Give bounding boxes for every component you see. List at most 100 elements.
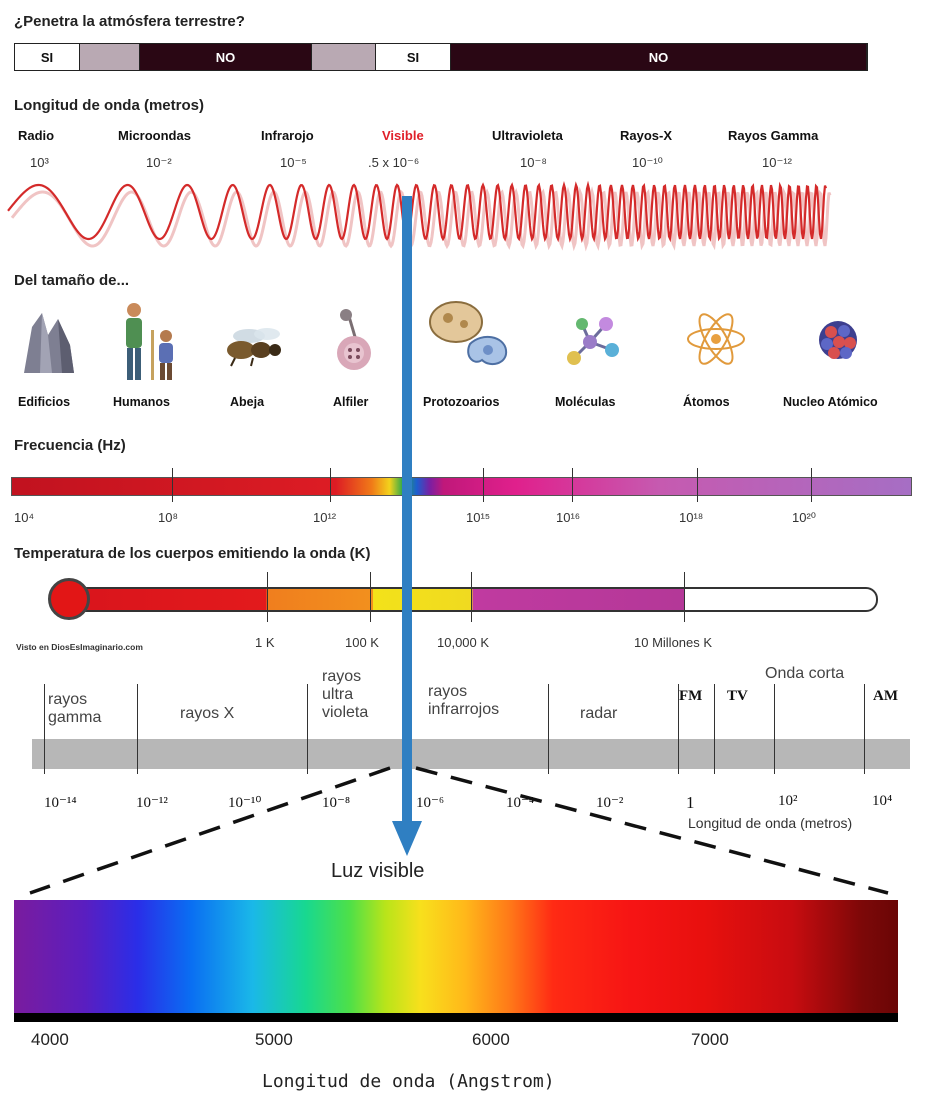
- visible-tick-label: 6000: [472, 1030, 510, 1049]
- temperature-tick-mark: [267, 572, 268, 622]
- region-gamma: rayos gamma: [48, 691, 102, 726]
- region-radar: radar: [580, 705, 618, 722]
- size-label-buildings: Edificios: [18, 395, 71, 409]
- size-label-humans: Humanos: [113, 395, 170, 409]
- scale-divider: [548, 684, 549, 774]
- size-label-bee: Abeja: [230, 395, 265, 409]
- temperature-tick-mark: [370, 572, 371, 622]
- frequency-tick-label: 10¹⁵: [466, 510, 491, 525]
- atmosphere-segment: NO: [140, 44, 312, 70]
- atmosphere-segment-label: NO: [215, 49, 236, 65]
- temperature-tick-mark: [684, 572, 685, 622]
- thermometer-tube: [56, 587, 878, 612]
- pin-icon: [337, 309, 371, 370]
- atmosphere-segment: [312, 44, 376, 70]
- band-value-gamma: 10⁻¹²: [762, 155, 792, 170]
- band-value-visible: .5 x 10⁻⁶: [368, 155, 420, 170]
- frequency-tick-label: 10²⁰: [792, 510, 817, 525]
- scale-tick-label: 1: [686, 793, 695, 812]
- scale-divider: [774, 684, 775, 774]
- scale-tick-label: 10⁻⁶: [416, 795, 445, 811]
- band-name-xrays: Rayos-X: [620, 128, 673, 143]
- nucleus-icon: [819, 321, 857, 359]
- band-name-radio: Radio: [18, 128, 55, 143]
- scale-divider: [44, 684, 45, 774]
- scale-divider: [714, 684, 715, 774]
- region-tv: TV: [727, 688, 748, 704]
- atmosphere-segment: NO: [451, 44, 867, 70]
- temperature-tick-label: 10,000 K: [437, 635, 490, 650]
- atmosphere-bar: SI NO SI NO: [14, 43, 868, 71]
- molecule-icon: [567, 317, 619, 365]
- wave-line: [7, 180, 828, 244]
- size-label-nucleus: Nucleo Atómico: [783, 395, 878, 409]
- size-label-pin: Alfiler: [333, 395, 369, 409]
- frequency-tick-label: 10¹²: [313, 510, 337, 525]
- scale-tick-label: 10²: [778, 793, 798, 809]
- band-value-microwave: 10⁻²: [146, 155, 172, 170]
- frequency-tick-label: 10⁴: [14, 510, 35, 525]
- scale-band: [32, 739, 910, 769]
- frequency-tick-label: 10⁸: [158, 510, 178, 525]
- frequency-tick-mark: [330, 468, 331, 502]
- region-infrared: rayos infrarrojos: [428, 683, 500, 718]
- frequency-tick-mark: [572, 468, 573, 502]
- frequency-tick-mark: [172, 468, 173, 502]
- region-ultraviolet: rayos ultra violeta: [322, 668, 369, 721]
- atom-icon: [687, 313, 745, 365]
- protozoa-icon: [429, 301, 508, 366]
- frequency-tick-mark: [811, 468, 812, 502]
- temperature-tick-label: 100 K: [345, 635, 379, 650]
- atmosphere-segment: SI: [15, 44, 80, 70]
- band-name-infrared: Infrarojo: [261, 128, 314, 143]
- sizes-title: Del tamaño de...: [14, 272, 130, 289]
- scale-divider: [864, 684, 865, 774]
- scale-divider: [307, 684, 308, 774]
- scale-tick-label: 10⁻¹⁴: [44, 795, 77, 811]
- frequency-bar: [11, 477, 912, 496]
- scale-tick-label: 10⁻²: [596, 795, 624, 811]
- scale-tick-label: 10⁻¹²: [136, 795, 168, 811]
- region-shortwave: Onda corta: [765, 665, 845, 682]
- region-fm: FM: [679, 688, 703, 704]
- wave-shadow: [10, 186, 832, 252]
- size-label-atoms: Átomos: [683, 395, 730, 409]
- source-credit: Visto en DiosEsImaginario.com: [16, 642, 143, 652]
- band-name-gamma: Rayos Gamma: [728, 128, 819, 143]
- atmosphere-segment-label: SI: [406, 49, 420, 65]
- region-am: AM: [873, 688, 898, 704]
- scale-tick-label: 10⁻⁸: [322, 795, 351, 811]
- thermometer-bulb: [48, 578, 90, 620]
- visible-tick-label: 5000: [255, 1030, 293, 1049]
- visible-axis-label: Longitud de onda (Angstrom): [262, 1071, 555, 1092]
- visible-tick-label: 4000: [31, 1030, 69, 1049]
- band-name-microwave: Microondas: [118, 128, 191, 143]
- scale-tick-label: 10⁻¹⁰: [228, 795, 262, 811]
- bee-icon: [227, 328, 281, 367]
- buildings-icon: [24, 313, 74, 373]
- temperature-tick-label: 1 K: [255, 635, 275, 650]
- band-value-radio: 10³: [30, 155, 49, 170]
- band-name-visible: Visible: [382, 128, 424, 143]
- humans-icon: [126, 303, 173, 380]
- temperature-tick-label: 10 Millones K: [634, 635, 713, 650]
- visible-title: Luz visible: [331, 860, 425, 882]
- atmosphere-segment-label: SI: [40, 49, 54, 65]
- wave-illustration: [7, 180, 832, 252]
- zoom-line-right: [415, 766, 889, 895]
- wavelength-title: Longitud de onda (metros): [14, 97, 204, 114]
- band-value-ultraviolet: 10⁻⁸: [520, 155, 547, 170]
- frequency-tick-mark: [483, 468, 484, 502]
- region-xrays: rayos X: [180, 705, 235, 722]
- frequency-tick-mark: [697, 468, 698, 502]
- scale-tick-label: 10⁴: [872, 793, 893, 809]
- scale-divider: [678, 684, 679, 774]
- band-value-xrays: 10⁻¹⁰: [632, 155, 663, 170]
- atmosphere-segment-label: NO: [648, 49, 669, 65]
- band-name-ultraviolet: Ultravioleta: [492, 128, 563, 143]
- frequency-tick-label: 10¹⁶: [556, 510, 581, 525]
- size-label-protozoa: Protozoarios: [423, 395, 500, 409]
- visible-tick-label: 7000: [691, 1030, 729, 1049]
- band-value-infrared: 10⁻⁵: [280, 155, 307, 170]
